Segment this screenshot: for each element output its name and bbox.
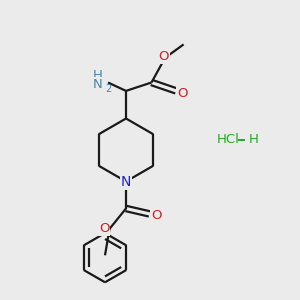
- Text: O: O: [152, 209, 162, 222]
- Text: H: H: [249, 133, 258, 146]
- Text: O: O: [159, 50, 169, 63]
- Text: 2: 2: [105, 83, 111, 94]
- Text: N: N: [93, 78, 103, 91]
- Text: O: O: [99, 222, 110, 235]
- Text: HCl: HCl: [217, 133, 239, 146]
- Text: H: H: [93, 69, 103, 82]
- Text: N: N: [121, 175, 131, 188]
- Text: O: O: [178, 87, 188, 101]
